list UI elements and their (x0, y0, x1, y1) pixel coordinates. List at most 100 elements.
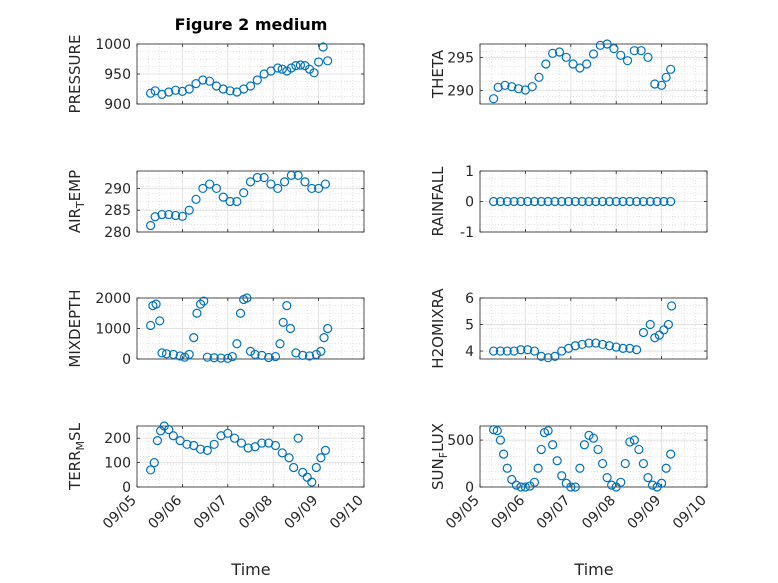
data-point (543, 353, 553, 363)
data-point (620, 458, 630, 469)
data-point (245, 81, 256, 91)
data-point (616, 477, 626, 487)
data-point (509, 346, 519, 356)
data-point (513, 84, 524, 94)
data-point (209, 439, 219, 449)
data-point (316, 453, 326, 463)
data-point (647, 480, 658, 490)
data-point (223, 428, 233, 438)
x-tick-label: 09/09 (625, 493, 665, 533)
data-point (534, 72, 544, 82)
data-point (541, 59, 551, 69)
data-point (230, 433, 240, 443)
data-point (168, 349, 178, 360)
data-point (300, 177, 310, 187)
data-point (225, 196, 235, 207)
data-point (146, 220, 156, 231)
data-point (493, 82, 503, 92)
data-point (257, 438, 267, 448)
y-tick-label: 1000 (95, 322, 131, 338)
subplot-1: 900 950 1000 PRESSURE (66, 35, 365, 113)
data-point (250, 442, 260, 452)
data-point (575, 63, 585, 73)
data-point (314, 57, 324, 67)
y-axis-label: RAINFALL (429, 166, 447, 237)
y-tick-label: -1 (460, 225, 474, 241)
y-tick-label: 4 (465, 344, 474, 360)
data-point (604, 196, 614, 207)
data-point (509, 196, 519, 207)
data-point (311, 349, 321, 360)
data-point (164, 425, 174, 435)
data-point (520, 482, 531, 492)
x-tick-label: 09/06 (145, 492, 185, 532)
subplot-7: 0 100 200 TERRMSL 09/05 09/06 09/07 09/08 09/09 0… (66, 421, 367, 533)
data-point (661, 72, 671, 82)
data-point (593, 444, 603, 455)
data-point (516, 345, 526, 355)
data-point (146, 320, 156, 331)
data-point (591, 196, 601, 207)
data-point (650, 79, 660, 89)
data-point (270, 351, 281, 362)
data-point (495, 435, 506, 445)
data-point (168, 431, 178, 441)
data-point (499, 449, 509, 459)
data-point (634, 444, 644, 455)
data-point (533, 463, 543, 473)
data-point (227, 351, 237, 362)
data-point (500, 80, 510, 90)
data-point (252, 75, 262, 85)
data-point (507, 474, 517, 485)
x-tick-label: 09/09 (282, 493, 322, 533)
data-point (170, 210, 181, 221)
data-point (609, 44, 619, 54)
data-point (529, 346, 540, 356)
data-point (243, 443, 253, 453)
data-point (216, 353, 226, 363)
data-point (584, 430, 594, 440)
data-point (239, 188, 249, 198)
x-tick-label: 09/07 (191, 493, 231, 533)
data-point (218, 192, 228, 202)
data-point (638, 327, 649, 338)
data-point (252, 172, 262, 183)
data-point (157, 348, 167, 358)
data-point (584, 338, 594, 348)
data-point (618, 343, 628, 353)
data-point (568, 59, 578, 69)
data-point (223, 353, 233, 363)
axes-box (479, 297, 708, 360)
data-point (618, 196, 628, 207)
data-point (570, 341, 580, 351)
data-point (146, 88, 156, 98)
data-point (152, 436, 163, 446)
data-point (659, 196, 669, 207)
data-point (182, 439, 192, 449)
data-point (177, 211, 187, 221)
y-tick-label: 0 (122, 352, 131, 368)
data-point (285, 323, 296, 334)
data-point (232, 339, 242, 349)
data-point (543, 196, 553, 207)
x-axis-label-right: Time (573, 560, 613, 579)
y-tick-label: 2000 (95, 291, 131, 307)
data-point (502, 463, 512, 473)
data-point (192, 308, 202, 318)
y-tick-label: 1000 (95, 37, 131, 53)
data-point (489, 196, 499, 207)
data-point (654, 330, 664, 340)
data-point (629, 435, 639, 445)
data-point (516, 196, 526, 207)
data-point (189, 333, 199, 343)
data-point (146, 465, 156, 475)
data-point (175, 351, 185, 361)
data-point (597, 458, 608, 469)
data-point (289, 462, 299, 473)
data-point (189, 440, 199, 451)
subplot-5: 0 1000 2000 MIXDEPTH (66, 289, 365, 368)
data-point (563, 196, 574, 207)
y-tick-label: 285 (104, 203, 131, 219)
